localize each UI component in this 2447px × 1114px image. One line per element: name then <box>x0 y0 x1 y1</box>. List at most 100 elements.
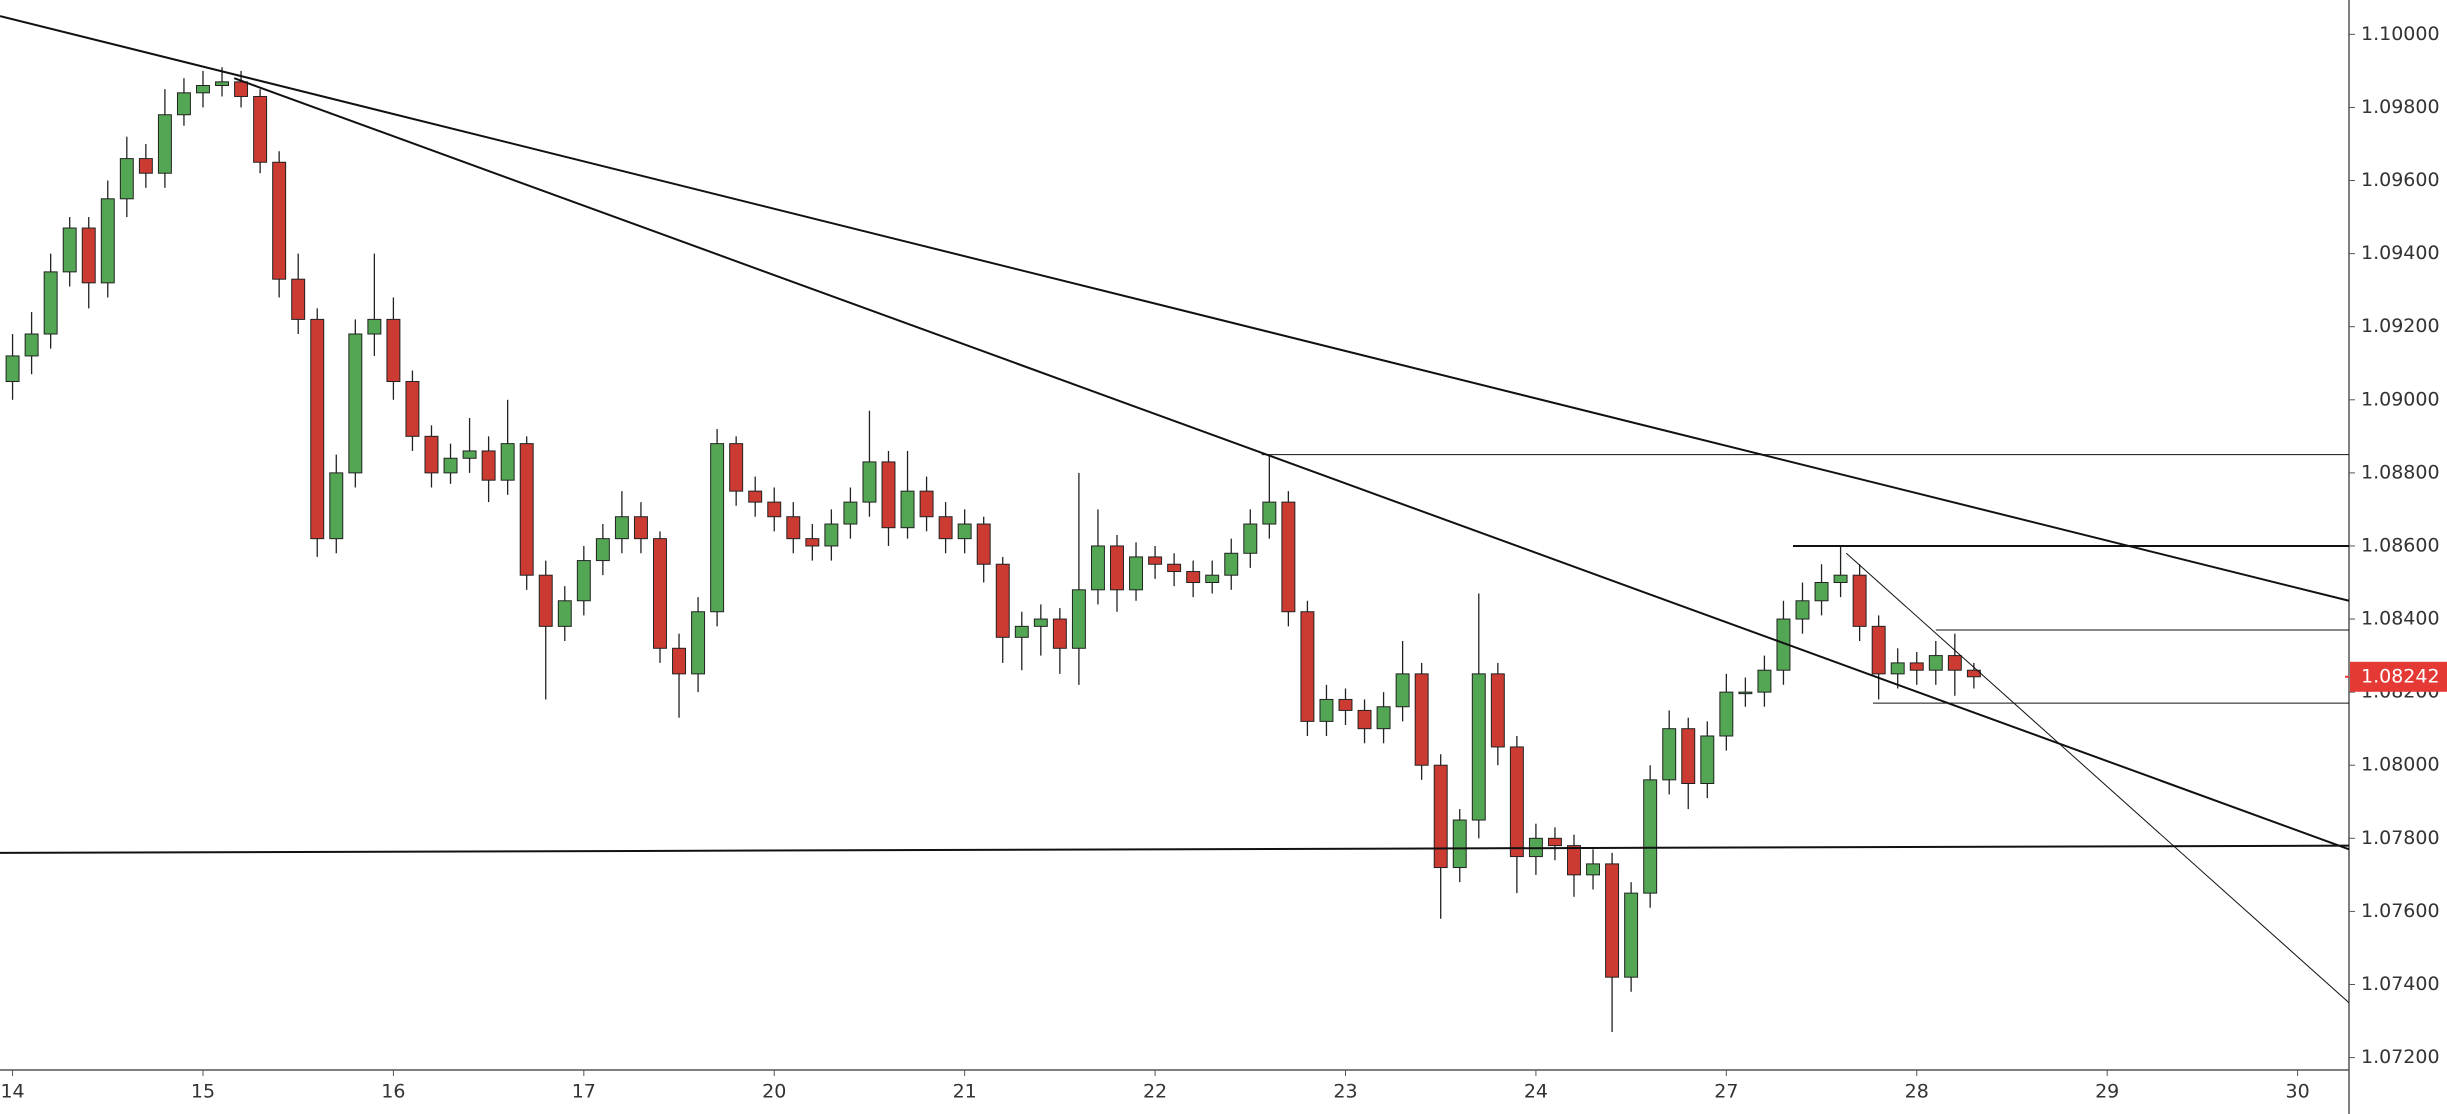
candle-body <box>196 85 210 94</box>
y-tick-label: 1.09600 <box>2361 169 2440 191</box>
x-tick-label: 20 <box>762 1081 786 1103</box>
candle-body <box>786 516 801 540</box>
y-tick-label: 1.07600 <box>2361 900 2440 922</box>
candle-body <box>1090 545 1105 591</box>
candle-body <box>1547 837 1562 847</box>
candle-body <box>595 538 610 562</box>
candle-body <box>43 271 58 335</box>
candle-body <box>748 490 763 503</box>
candle-body <box>519 443 534 576</box>
candle-body <box>1414 673 1429 766</box>
candle-body <box>1452 819 1467 869</box>
candle-body <box>367 318 382 335</box>
plot-area <box>5 67 1981 1032</box>
candle-body <box>1662 728 1677 781</box>
candle-body <box>1909 662 1924 671</box>
candle-body <box>272 161 287 280</box>
candle-body <box>1376 706 1391 730</box>
candle-body <box>386 318 401 383</box>
candle-body <box>824 523 839 547</box>
y-tick-label: 1.07400 <box>2361 973 2440 995</box>
candle-body <box>1433 764 1448 869</box>
candle-body <box>1947 655 1962 671</box>
candle-body <box>862 461 877 503</box>
candle-body <box>710 443 725 613</box>
candle-body <box>1224 552 1239 576</box>
candle-body <box>805 538 820 547</box>
trend-line <box>233 77 2350 851</box>
y-tick-label: 1.09800 <box>2361 96 2440 118</box>
candle-body <box>1319 698 1334 722</box>
candle-body <box>405 381 420 437</box>
trend-line <box>1845 552 2350 1004</box>
x-tick-label: 29 <box>2095 1081 2119 1103</box>
trend-line <box>0 844 2350 854</box>
y-tick-label: 1.10000 <box>2361 23 2440 45</box>
candle-body <box>1814 582 1829 602</box>
candle-body <box>1471 673 1486 821</box>
candle-body <box>1338 698 1353 711</box>
candle-body <box>1738 691 1753 695</box>
x-tick-label: 16 <box>381 1081 405 1103</box>
trend-line <box>0 15 2350 602</box>
candle-body <box>557 600 572 627</box>
candle-body <box>424 435 439 474</box>
candle-body <box>1033 618 1048 627</box>
candle-body <box>1243 523 1258 554</box>
candle-body <box>938 516 953 540</box>
candle-body <box>310 318 325 540</box>
candle-body <box>614 516 629 540</box>
candle-body <box>443 457 458 474</box>
y-tick-label: 1.09400 <box>2361 242 2440 264</box>
candle-body <box>5 355 20 383</box>
candle-body <box>1357 709 1372 730</box>
x-tick-label: 28 <box>1905 1081 1929 1103</box>
candle-body <box>1167 563 1182 573</box>
candle-body <box>119 158 134 200</box>
trend-lines <box>0 15 2350 1004</box>
candle-body <box>1605 863 1620 978</box>
y-tick-label: 1.08800 <box>2361 461 2440 483</box>
candle-body <box>81 227 96 284</box>
candle-body <box>138 158 153 174</box>
candle-body <box>329 472 344 540</box>
candle-body <box>1110 545 1124 591</box>
candle-body <box>995 563 1010 638</box>
candle-body <box>1871 625 1886 675</box>
candle-body <box>653 538 667 649</box>
candle-body <box>633 516 648 540</box>
candle-body <box>500 443 515 481</box>
candle-body <box>1490 673 1505 748</box>
candle-body <box>1567 845 1581 876</box>
x-tick-label: 22 <box>1143 1081 1167 1103</box>
candle-body <box>481 450 496 481</box>
candle-body <box>1014 625 1029 638</box>
candle-body <box>1071 589 1086 649</box>
candle-body <box>24 333 39 357</box>
candle-body <box>1205 574 1220 584</box>
candle-body <box>1928 655 1943 671</box>
x-tick-label: 23 <box>1333 1081 1357 1103</box>
candle-body <box>462 450 477 459</box>
candle-body <box>157 114 172 174</box>
candle-body <box>1890 662 1905 675</box>
candle-body <box>1395 673 1410 708</box>
candle-body <box>1643 779 1658 894</box>
last-price-box <box>2350 661 2447 692</box>
y-tick-label: 1.08600 <box>2361 534 2440 556</box>
candle-body <box>291 278 306 320</box>
candle-body <box>881 461 896 529</box>
candle-body <box>1186 571 1201 584</box>
x-tick-label: 14 <box>0 1081 24 1103</box>
candle-body <box>1852 574 1867 627</box>
candle-body <box>976 523 991 565</box>
x-tick-label: 15 <box>191 1081 215 1103</box>
candle-body <box>1300 611 1315 722</box>
candle-body <box>767 501 782 518</box>
y-tick-label: 1.07200 <box>2361 1046 2440 1068</box>
candle-body <box>919 490 934 518</box>
candle-body <box>1719 691 1734 737</box>
y-tick-label: 1.08400 <box>2361 608 2440 630</box>
